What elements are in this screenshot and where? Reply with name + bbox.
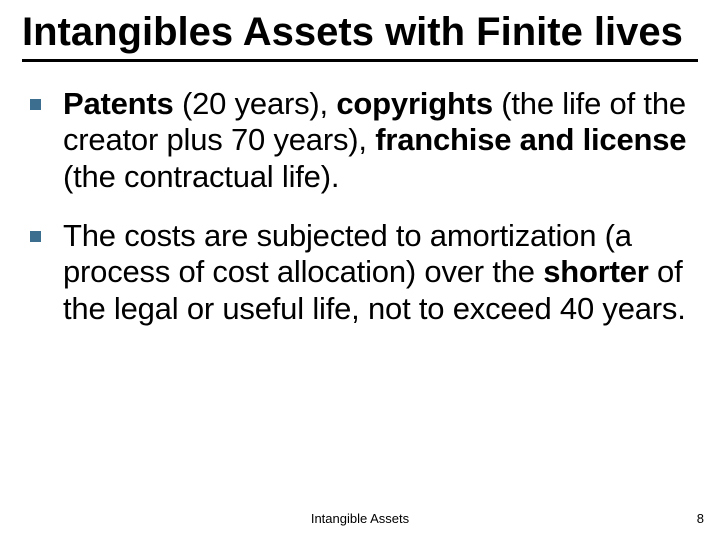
list-item: The costs are subjected to amortization … <box>30 218 698 328</box>
title-underline <box>22 59 698 62</box>
page-number: 8 <box>697 511 704 526</box>
bullet-text: The costs are subjected to amortization … <box>63 218 698 328</box>
list-item: Patents (20 years), copyrights (the life… <box>30 86 698 196</box>
slide-title: Intangibles Assets with Finite lives <box>22 10 698 55</box>
slide-container: Intangibles Assets with Finite lives Pat… <box>0 0 720 540</box>
bullet-text: Patents (20 years), copyrights (the life… <box>63 86 698 196</box>
square-bullet-icon <box>30 231 41 242</box>
footer-text: Intangible Assets <box>0 511 720 526</box>
bullet-list: Patents (20 years), copyrights (the life… <box>22 86 698 327</box>
square-bullet-icon <box>30 99 41 110</box>
